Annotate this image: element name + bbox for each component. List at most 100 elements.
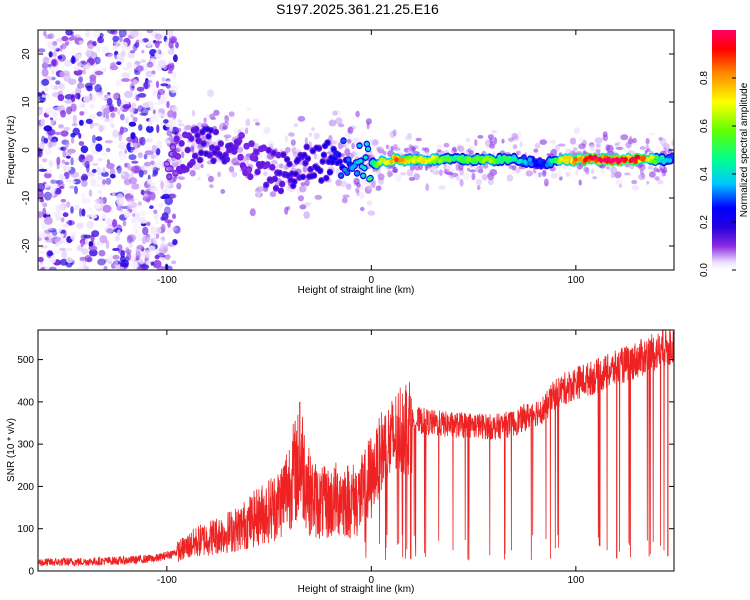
spectrogram-halo-blob [546,153,551,157]
spectrogram-halo-blob [200,164,204,168]
spectrogram-noise-blob [66,201,71,208]
spectrogram-ridge-core [210,145,215,150]
spectrogram-noise-blob [74,185,78,195]
spectrogram-halo-blob [406,169,414,177]
spectrogram-noise-blob [88,245,98,251]
spectrogram-noise-blob [142,81,151,90]
spectrogram-y-ticks: -20 -10 0 10 20 [21,48,674,253]
spectrogram-halo-blob [578,179,582,186]
spectrogram-noise-blob [105,240,110,250]
spectrogram-noise-blob [120,41,128,48]
spectrogram-noise-blob [103,265,108,270]
spectrogram-y-tick-label: 0 [21,147,32,153]
spectrogram-halo-blob [408,176,415,181]
spectrogram-noise-blob [112,247,120,252]
spectrogram-ridge-core [466,156,471,162]
spectrogram-halo-blob [465,137,471,143]
spectrogram-noise-blob [64,99,74,104]
spectrogram-halo-blob [512,144,518,150]
spectrogram-noise-blob [60,233,64,238]
spectrogram-ridge-core [173,171,178,176]
spectrogram-noise-blob [144,249,151,259]
spectrogram-ridge-core [264,183,269,187]
spectrogram-noise-blob [146,221,151,226]
spectrogram-noise-blob [112,254,120,260]
spectrogram-ridge-core [583,157,588,163]
snr-spikes [299,347,669,559]
spectrogram-noise-blob [48,63,52,68]
spectrogram-ridge-core [214,146,220,151]
spectrogram-noise-blob [92,150,98,155]
spectrogram-noise-blob [38,250,46,254]
spectrogram-halo-blob [471,172,476,181]
spectrogram-halo-blob [525,170,533,177]
spectrogram-noise-blob [70,137,75,144]
spectrogram-halo-blob [263,171,268,177]
spectrogram-halo-blob [291,146,297,154]
spectrogram-ridge-core [324,176,329,181]
spectrogram-ridge-core [259,146,264,151]
spectrogram-noise-blob [84,255,92,263]
spectrogram-halo-blob [299,185,307,193]
spectrogram-halo-blob [624,172,631,176]
spectrogram-ridge-core [257,164,263,169]
spectrogram-ridge-core [329,155,334,160]
spectrogram-noise-blob [102,167,106,174]
spectrogram-noise-blob [83,234,92,239]
spectrogram-ridge-core [303,161,308,166]
spectrogram-halo-blob [233,128,240,135]
spectrogram-noise-blob [62,212,69,218]
spectrogram-ridge-core [238,155,243,160]
spectrogram-halo-blob [595,148,601,153]
spectrogram-ridge-core [234,139,239,144]
spectrogram-noise-blob [52,50,57,58]
spectrogram-ridge-core [208,128,214,133]
spectrogram-noise-blob [94,56,101,65]
spectrogram-halo-blob [228,111,235,117]
spectrogram-halo-blob [395,174,402,182]
spectrogram-halo-blob [474,139,478,147]
spectrogram-noise-blob [96,243,104,247]
spectrogram-ridge-core [461,159,466,164]
spectrogram-noise-blob [143,81,149,90]
spectrogram-halo-blob [238,127,245,132]
spectrogram-ridge-core [367,177,372,181]
spectrogram-halo-blob [300,182,306,186]
spectrogram-noise-blob [145,125,154,133]
spectrogram-noise-blob [115,78,123,88]
spectrogram-ridge-core [286,173,291,178]
spectrogram-x-tick-label: 100 [567,275,584,286]
spectrogram-ridge-core [305,156,311,161]
spectrogram-noise-blob [41,94,45,98]
spectrogram-noise-blob [38,232,47,239]
spectrogram-halo-blob [392,168,398,173]
spectrogram-noise-blob [172,239,178,246]
spectrogram-ridge-core [183,132,188,137]
spectrogram-halo-blob [293,123,298,128]
spectrogram-noise-blob [69,185,75,189]
spectrogram-halo-blob [377,147,385,155]
spectrogram-noise-blob [66,166,72,171]
spectrogram-noise-blob [66,106,72,115]
spectrogram-halo-blob [610,173,615,179]
spectrogram-ridge-core [201,141,206,146]
spectrogram-noise-blob [80,145,89,154]
spectrogram-halo-blob [205,173,211,177]
spectrogram-noise-blob [155,160,165,168]
colorbar-label: Normalized spectral amplitude [739,82,750,217]
colorbar-tick-label: 0.2 [699,215,710,229]
spectrogram-noise-blob [152,109,156,115]
spectrogram-noise-blob [41,68,49,77]
spectrogram-halo-blob [425,183,430,192]
spectrogram-noise-blob [109,173,116,179]
spectrogram-noise-blob [142,102,150,107]
spectrogram-ridge-core [300,174,306,179]
spectrogram-noise-blob [38,192,45,199]
spectrogram-ridge-core [194,127,199,132]
spectrogram-ridge-core [481,158,486,164]
spectrogram-noise-blob [51,69,55,75]
spectrogram-noise-blob [147,179,151,186]
spectrogram-noise-blob [128,146,136,151]
spectrogram-noise-blob [86,214,92,218]
